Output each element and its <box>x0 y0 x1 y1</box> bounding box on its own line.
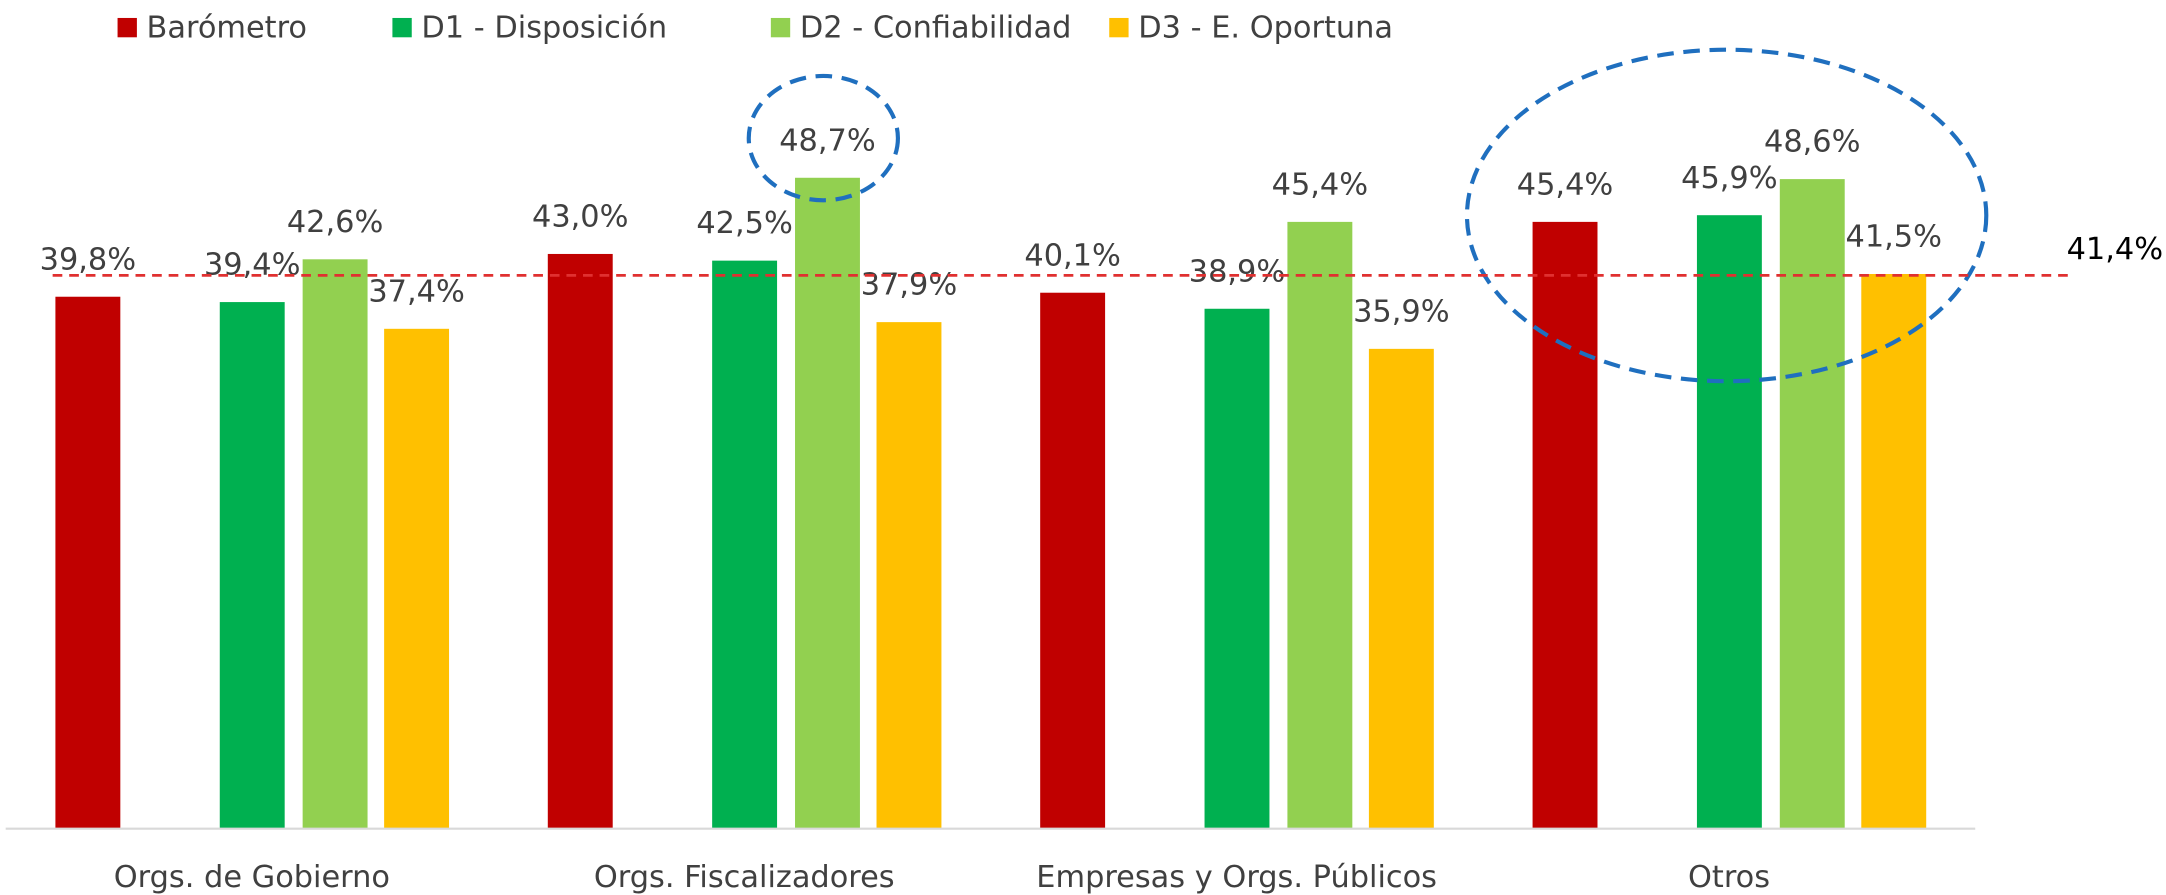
data-label: 42,6% <box>287 205 384 240</box>
bar <box>384 328 450 829</box>
bar <box>795 177 860 829</box>
bar <box>1779 179 1845 829</box>
bar <box>219 302 285 829</box>
x-tick-label: Orgs. de Gobierno <box>114 860 390 895</box>
legend-label: D3 - E. Oportuna <box>1138 11 1393 46</box>
legend-swatch <box>1109 17 1129 38</box>
data-label: 40,1% <box>1024 238 1121 273</box>
data-label: 39,8% <box>40 242 137 277</box>
data-label: 41,5% <box>1845 220 1942 255</box>
bar <box>547 253 613 829</box>
legend-label: Barómetro <box>147 11 307 46</box>
legend-swatch <box>117 17 137 38</box>
bar <box>1532 221 1598 829</box>
data-label: 35,9% <box>1353 294 1449 329</box>
data-label: 45,4% <box>1272 167 1369 202</box>
bar <box>1204 308 1270 829</box>
highlight-ellipse <box>746 73 900 203</box>
bar <box>1696 215 1762 829</box>
x-tick-label: Otros <box>1688 860 1770 895</box>
bar <box>876 322 942 829</box>
legend-swatch <box>392 17 412 38</box>
data-label: 39,4% <box>204 248 301 283</box>
data-label: 38,9% <box>1189 254 1286 289</box>
bar <box>55 296 121 829</box>
data-label: 48,7% <box>779 123 876 158</box>
highlight-ellipse <box>1464 47 1989 384</box>
reference-label: 41,4% <box>2067 232 2164 267</box>
bar <box>1040 292 1106 829</box>
x-tick-label: Orgs. Fiscalizadores <box>594 860 895 895</box>
legend-swatch <box>770 17 791 38</box>
data-label: 45,9% <box>1681 161 1778 196</box>
bar <box>1368 348 1434 829</box>
legend-label: D1 - Disposición <box>421 11 667 46</box>
bar <box>712 260 778 829</box>
data-label: 37,4% <box>368 274 465 309</box>
bar <box>1287 221 1353 829</box>
data-label: 42,5% <box>696 206 793 241</box>
bar <box>302 259 368 829</box>
legend-label: D2 - Confiabilidad <box>800 11 1072 46</box>
data-label: 45,4% <box>1517 167 1614 202</box>
x-tick-label: Empresas y Orgs. Públicos <box>1036 860 1437 895</box>
data-label: 37,9% <box>861 268 958 303</box>
bar <box>1861 274 1927 829</box>
data-label: 48,6% <box>1764 125 1861 160</box>
data-label: 43,0% <box>532 200 629 235</box>
